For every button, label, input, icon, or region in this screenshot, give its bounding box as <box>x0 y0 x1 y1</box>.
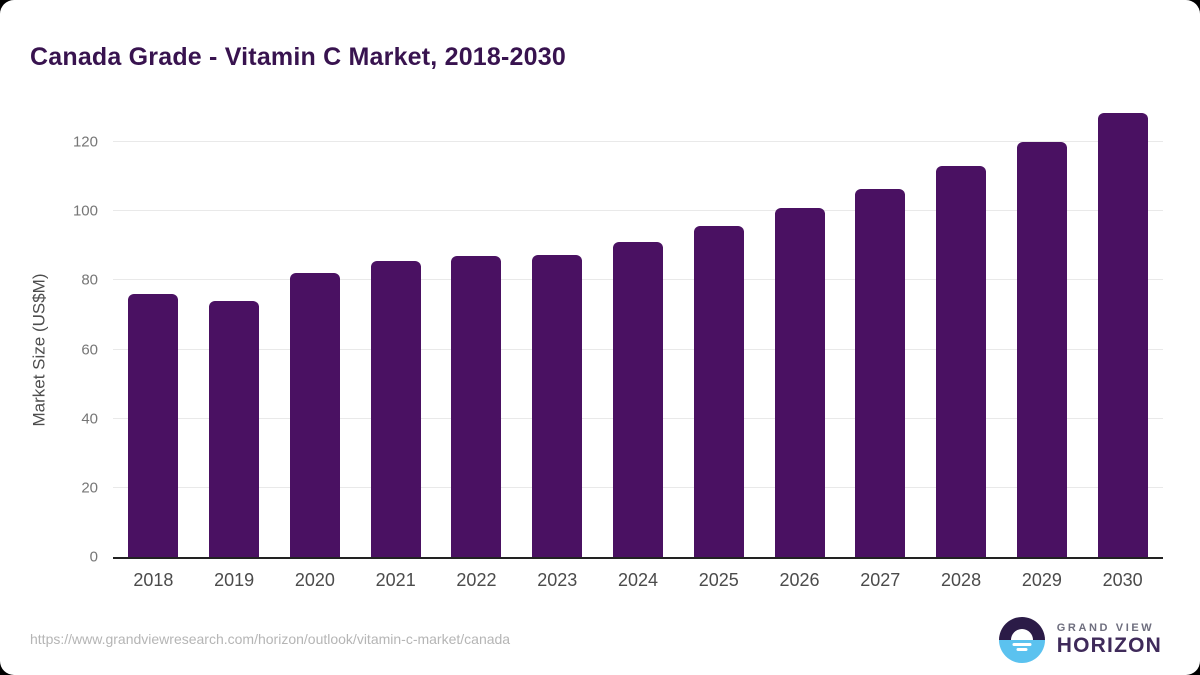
y-tick-label: 20 <box>81 479 98 497</box>
bar-2023 <box>532 254 583 557</box>
logo-reflection-line <box>1016 648 1028 652</box>
bar-2019 <box>209 301 260 557</box>
plot-area: 0 20 40 60 80 100 120 2018 2019 2020 2021 2022 2023 2… <box>73 112 1163 590</box>
bar-2029 <box>1016 142 1067 557</box>
x-tick-label: 2030 <box>1102 570 1143 590</box>
grand-view-horizon-logo: GRAND VIEW HORIZON <box>998 617 1162 663</box>
logo-reflection-line <box>1012 642 1032 646</box>
source-url: https://www.grandviewresearch.com/horizo… <box>30 631 511 647</box>
logo-sky-half <box>998 617 1045 640</box>
bar-2025 <box>693 226 744 557</box>
logo-wordmark: GRAND VIEW HORIZON <box>1057 622 1162 659</box>
y-axis-title: Market Size (US$M) <box>30 272 49 427</box>
logo-brand-name: GRAND VIEW <box>1056 621 1155 634</box>
bar-2024 <box>613 242 663 557</box>
bar-2020 <box>289 273 340 557</box>
x-tick-label: 2029 <box>1021 570 1062 590</box>
x-tick-label: 2021 <box>375 570 416 590</box>
x-tick-label: 2022 <box>456 570 497 590</box>
x-tick-label: 2028 <box>941 570 982 590</box>
x-tick-label: 2019 <box>214 570 255 590</box>
bar-2027 <box>855 189 906 557</box>
x-tick-label: 2027 <box>860 570 901 590</box>
y-tick-label: 80 <box>81 271 98 289</box>
page-title: Canada Grade - Vitamin C Market, 2018-20… <box>30 42 566 71</box>
y-tick-label: 0 <box>89 548 98 566</box>
y-tick-label: 100 <box>72 202 98 220</box>
bar-2021 <box>370 260 421 557</box>
x-tick-label: 2025 <box>698 570 739 590</box>
bar-2028 <box>936 166 987 557</box>
logo-product-name: HORIZON <box>1056 634 1162 658</box>
x-tick-label: 2018 <box>133 570 174 590</box>
gridline <box>113 210 1163 212</box>
bar-2030 <box>1097 112 1148 557</box>
y-tick-label: 60 <box>81 341 98 358</box>
horizon-sun-logo-icon <box>998 617 1045 663</box>
bar-2018 <box>128 294 179 557</box>
logo-sea-half <box>998 640 1045 663</box>
y-tick-label: 40 <box>81 410 98 428</box>
gridline <box>113 141 1163 142</box>
x-tick-label: 2024 <box>617 570 659 590</box>
bar-2022 <box>451 256 502 557</box>
bar-2026 <box>774 207 825 557</box>
x-tick-label: 2020 <box>294 570 335 590</box>
logo-sun-icon <box>1010 629 1033 640</box>
x-tick-label: 2026 <box>779 570 820 590</box>
y-tick-label: 120 <box>72 133 98 151</box>
x-tick-label: 2023 <box>537 570 578 590</box>
